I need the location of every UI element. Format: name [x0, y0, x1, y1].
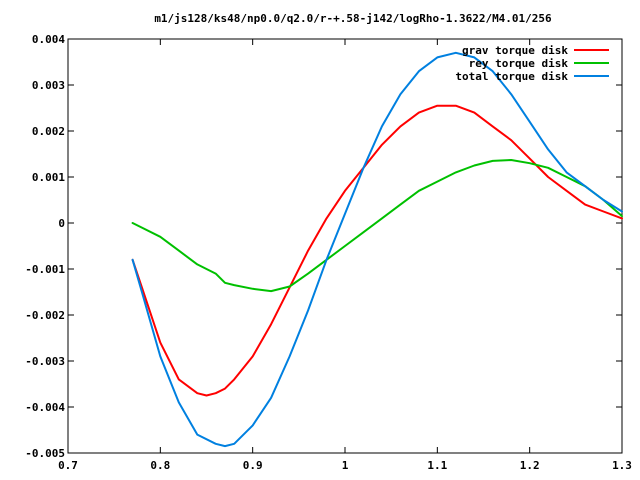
chart-title: m1/js128/ks48/np0.0/q2.0/r-+.58-j142/log… [154, 12, 552, 25]
series-line-1 [131, 159, 623, 293]
y-tick-label: -0.002 [25, 309, 65, 322]
x-tick-label: 1.2 [520, 459, 540, 472]
x-tick-label: 1 [342, 459, 349, 472]
x-tick-label: 0.7 [58, 459, 78, 472]
y-tick-label: 0.001 [32, 171, 65, 184]
y-tick-label: -0.004 [25, 401, 65, 414]
y-tick-label: -0.003 [25, 355, 65, 368]
x-tick-label: 1.1 [427, 459, 447, 472]
y-tick-label: -0.001 [25, 263, 65, 276]
y-tick-label: 0.004 [32, 33, 65, 46]
series-line-0 [131, 104, 623, 397]
y-tick-label: 0.002 [32, 125, 65, 138]
legend-label-1: rey torque disk [469, 57, 569, 70]
x-tick-label: 1.3 [612, 459, 632, 472]
legend-label-0: grav torque disk [462, 44, 568, 57]
axes: 0.7 0.8 0.9 1 1.1 1.2 1.3 -0.005 -0.004 -0.003 -0.… [25, 33, 632, 472]
x-tick-label: 0.9 [243, 459, 263, 472]
x-tick-label: 0.8 [150, 459, 170, 472]
y-tick-label: -0.005 [25, 447, 65, 460]
legend-label-2: total torque disk [455, 70, 568, 83]
y-tick-label: 0.003 [32, 79, 65, 92]
series-group [131, 51, 623, 448]
y-tick-label: 0 [58, 217, 65, 230]
series-line-2 [131, 51, 623, 448]
